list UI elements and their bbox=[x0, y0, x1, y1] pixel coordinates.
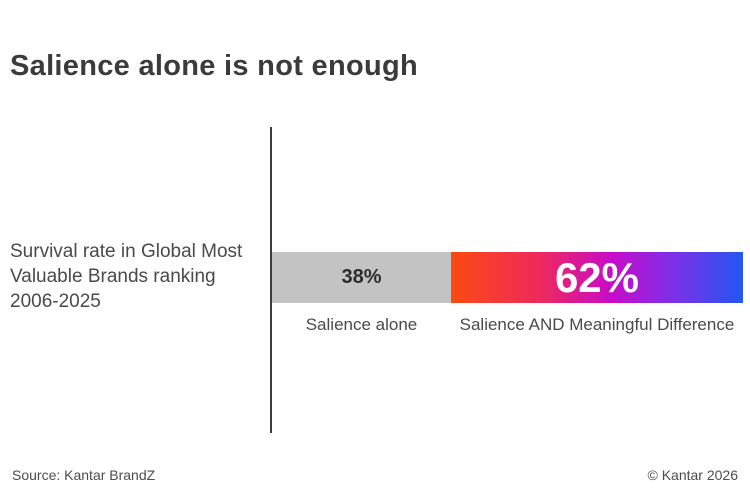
copyright-note: © Kantar 2026 bbox=[647, 467, 739, 483]
data-label-62: 62% bbox=[554, 253, 639, 301]
bar-segment-salience-and-meaningful-difference: 62% bbox=[450, 252, 743, 303]
segment-label-salience-alone: Salience alone bbox=[305, 315, 418, 334]
source-note: Source: Kantar BrandZ bbox=[12, 467, 156, 483]
bar-segment-salience-alone: 38% bbox=[272, 252, 451, 303]
stacked-bar: 38% 62% bbox=[272, 252, 743, 303]
segment-label-salience-and-meaningful-difference: Salience AND Meaningful Difference bbox=[459, 315, 735, 334]
category-axis-line bbox=[270, 127, 272, 433]
bar-row-label: Survival rate in Global Most Valuable Br… bbox=[10, 241, 243, 313]
data-label-38: 38% bbox=[341, 266, 382, 288]
page-title: Salience alone is not enough bbox=[10, 50, 419, 82]
segment-labels-row: Salience alone Salience AND Meaningful D… bbox=[272, 315, 743, 335]
